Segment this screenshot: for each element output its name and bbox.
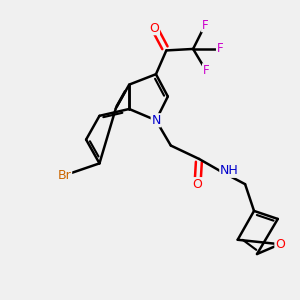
Text: O: O (193, 178, 202, 191)
Text: F: F (202, 19, 208, 32)
Text: N: N (151, 114, 160, 127)
Text: F: F (217, 42, 223, 56)
Text: NH: NH (220, 164, 239, 177)
Text: O: O (275, 238, 285, 251)
Text: Br: Br (58, 169, 72, 182)
Text: O: O (149, 22, 159, 34)
Text: F: F (202, 64, 209, 77)
